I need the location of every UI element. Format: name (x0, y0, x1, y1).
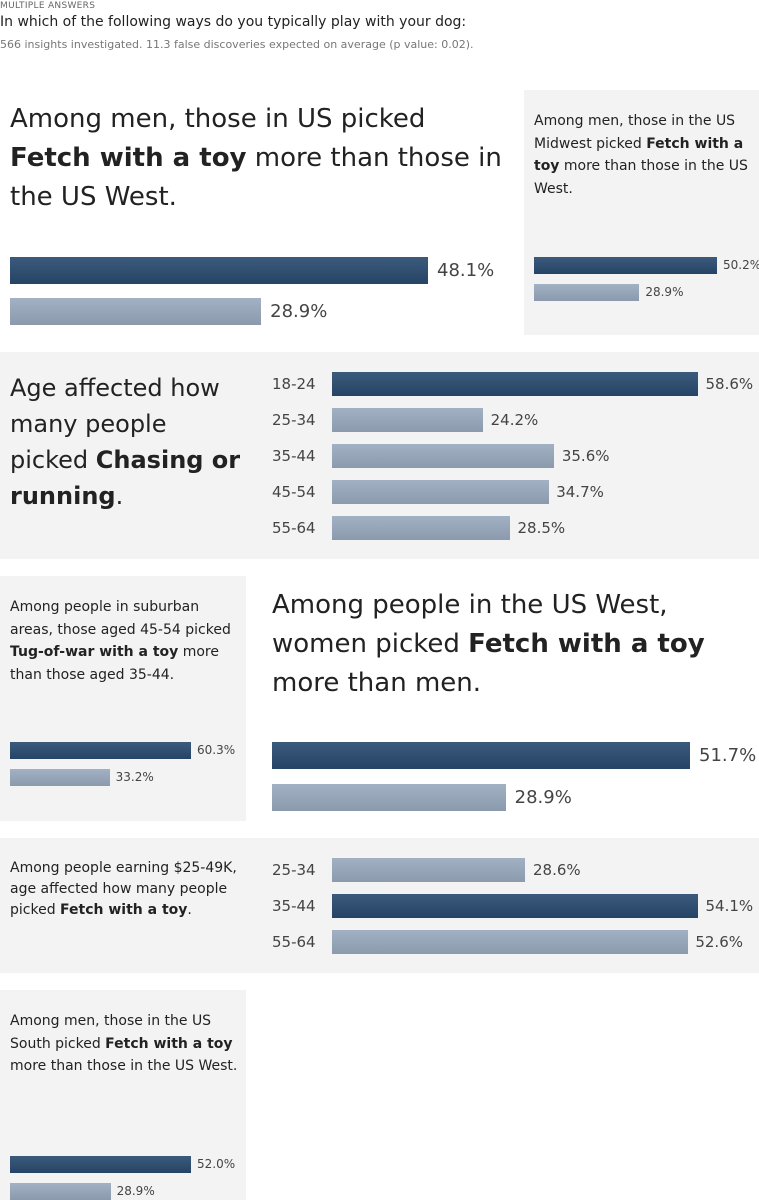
value-label: 52.6% (695, 933, 743, 951)
bar (332, 858, 526, 882)
bar (534, 257, 717, 274)
category-label: 55-64 (272, 519, 316, 537)
title-segment: Fetch with a toy (60, 902, 188, 918)
bar (332, 894, 698, 918)
insight-title: Among people earning $25-49K, age affect… (10, 858, 240, 921)
bar (10, 742, 191, 759)
value-label: 28.9% (116, 1184, 155, 1198)
answer-type: MULTIPLE ANSWERS (0, 1, 96, 11)
category-label: 45-54 (272, 483, 316, 501)
bar (10, 1183, 111, 1200)
value-label: 34.7% (556, 483, 604, 501)
value-label: 54.1% (705, 897, 754, 915)
title-segment: Fetch with a toy (105, 1035, 233, 1052)
bar (332, 930, 688, 954)
title-segment: Among people in suburban areas, those ag… (10, 599, 231, 638)
bar (10, 257, 428, 284)
category-label: 25-34 (272, 861, 316, 879)
title-segment: . (187, 902, 192, 918)
value-label: 35.6% (561, 447, 610, 465)
insight-title: Among men, those in the US Midwest picke… (534, 110, 749, 200)
title-segment: Among men, those in the US Midwest picke… (534, 113, 736, 152)
title-segment: Among people in the US West, women picke… (272, 590, 668, 659)
bar (332, 480, 549, 504)
title-segment: Among men, those in the US South picked (10, 1013, 212, 1052)
value-label: 28.9% (270, 301, 328, 322)
title-segment: more than men. (272, 668, 482, 698)
value-label: 60.3% (197, 743, 236, 757)
title-segment: more than those in the US West. (534, 158, 748, 197)
title-segment: Chasing or running (10, 446, 241, 510)
bar (10, 298, 262, 325)
bar (10, 769, 110, 786)
value-label: 51.7% (699, 745, 757, 766)
value-label: 33.2% (115, 770, 154, 784)
title-segment: Fetch with a toy (534, 135, 744, 175)
category-label: 55-64 (272, 933, 316, 951)
title-segment: more than those in the US West. (10, 1058, 238, 1074)
insight-title: Among people in suburban areas, those ag… (10, 596, 240, 686)
value-label: 28.6% (532, 861, 581, 879)
category-label: 35-44 (272, 447, 316, 465)
question: In which of the following ways do you ty… (0, 14, 467, 30)
title-segment: Tug-of-war with a toy (10, 644, 179, 660)
title-segment: Among people earning $25-49K, age affect… (10, 860, 237, 918)
value-label: 52.0% (197, 1157, 236, 1171)
category-label: 18-24 (272, 375, 316, 393)
title-segment: Age affected how many people picked (10, 374, 220, 474)
bar (332, 516, 510, 540)
stats-note: 566 insights investigated. 11.3 false di… (0, 38, 474, 51)
value-label: 28.5% (517, 519, 566, 537)
insight-title: Among men, those in US picked Fetch with… (10, 100, 505, 217)
category-label: 35-44 (272, 897, 316, 915)
value-label: 28.9% (514, 787, 572, 808)
bar (534, 284, 640, 301)
title-segment: Fetch with a toy (10, 143, 247, 173)
title-segment: Among men, those in US picked (10, 104, 426, 134)
insight-title: Among men, those in the US South picked … (10, 1010, 240, 1078)
bar (332, 408, 484, 432)
value-label: 28.9% (645, 285, 684, 299)
insight-title: Age affected how many people picked Chas… (10, 370, 242, 514)
title-segment: more than those in the US West. (10, 143, 502, 212)
title-segment: . (115, 482, 124, 510)
bar (10, 1156, 191, 1173)
bar (332, 372, 698, 396)
value-label: 50.2% (723, 258, 759, 272)
value-label: 48.1% (437, 260, 495, 281)
title-segment: Fetch with a toy (468, 629, 705, 659)
title-segment: more than those aged 35-44. (10, 644, 219, 683)
value-label: 58.6% (705, 375, 754, 393)
insight-card (262, 576, 759, 821)
bar (272, 784, 506, 811)
bar (332, 444, 555, 468)
insight-title: Among people in the US West, women picke… (272, 586, 759, 703)
value-label: 24.2% (490, 411, 539, 429)
category-label: 25-34 (272, 411, 316, 429)
bar (272, 742, 690, 769)
